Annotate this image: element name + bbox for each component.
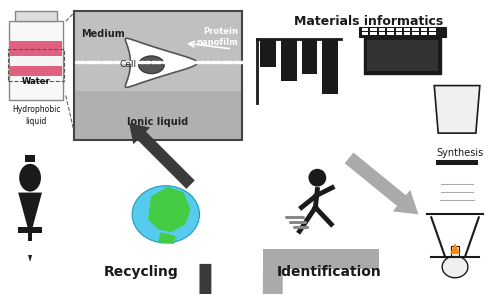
Text: Identification: Identification xyxy=(277,265,382,279)
Bar xyxy=(421,20,428,23)
Bar xyxy=(370,32,377,35)
Bar xyxy=(396,24,402,27)
Bar xyxy=(379,24,385,27)
Bar xyxy=(367,40,438,71)
Bar xyxy=(370,24,377,27)
Polygon shape xyxy=(28,255,32,262)
Text: Medium: Medium xyxy=(82,29,126,39)
FancyArrow shape xyxy=(194,264,218,295)
Bar xyxy=(387,20,394,23)
Bar xyxy=(387,28,394,31)
Bar xyxy=(421,24,428,27)
Bar xyxy=(260,39,276,67)
Bar xyxy=(15,11,57,21)
Text: Water: Water xyxy=(22,77,50,86)
Bar xyxy=(379,20,385,23)
Bar xyxy=(10,21,63,100)
Bar xyxy=(362,24,368,27)
Bar xyxy=(28,227,32,241)
Text: Cell: Cell xyxy=(119,60,136,69)
Bar xyxy=(412,28,419,31)
Bar xyxy=(25,155,35,162)
Bar xyxy=(430,20,436,23)
Text: Protein
nanofilm: Protein nanofilm xyxy=(196,27,238,47)
Bar xyxy=(430,24,436,27)
Bar xyxy=(421,28,428,31)
Bar xyxy=(421,32,428,35)
Bar xyxy=(412,32,419,35)
Polygon shape xyxy=(126,38,198,87)
Bar xyxy=(364,37,441,74)
Bar xyxy=(302,39,318,74)
Bar xyxy=(10,56,62,66)
Ellipse shape xyxy=(442,256,468,278)
Bar xyxy=(430,28,436,31)
Bar xyxy=(362,20,368,23)
Bar xyxy=(404,24,410,27)
Bar xyxy=(379,28,385,31)
Bar xyxy=(370,28,377,31)
Bar xyxy=(387,24,394,27)
Ellipse shape xyxy=(132,186,200,243)
Bar xyxy=(396,32,402,35)
Bar xyxy=(322,39,338,94)
Bar xyxy=(436,160,478,165)
Bar xyxy=(396,28,402,31)
FancyArrow shape xyxy=(258,269,288,295)
Text: Materials informatics: Materials informatics xyxy=(294,15,444,28)
Bar xyxy=(404,28,410,31)
Bar xyxy=(396,20,402,23)
Bar xyxy=(74,11,242,140)
Polygon shape xyxy=(148,187,190,232)
Bar xyxy=(430,32,436,35)
Polygon shape xyxy=(434,86,480,133)
Bar xyxy=(74,91,242,140)
Ellipse shape xyxy=(19,164,41,191)
Bar xyxy=(74,11,242,91)
Bar xyxy=(404,20,410,23)
Polygon shape xyxy=(18,193,42,229)
Bar xyxy=(370,20,377,23)
Bar xyxy=(451,246,459,256)
Bar xyxy=(412,24,419,27)
Bar xyxy=(8,49,64,81)
Bar xyxy=(379,32,385,35)
Text: Synthesis: Synthesis xyxy=(436,148,484,158)
Bar xyxy=(18,227,42,233)
Bar xyxy=(280,39,296,81)
Text: Recycling: Recycling xyxy=(104,265,178,279)
Bar xyxy=(10,41,62,76)
Polygon shape xyxy=(450,243,460,254)
Bar xyxy=(412,20,419,23)
Circle shape xyxy=(308,169,326,187)
Ellipse shape xyxy=(138,56,164,74)
FancyArrow shape xyxy=(344,153,418,214)
FancyArrow shape xyxy=(129,123,195,189)
Polygon shape xyxy=(158,232,176,244)
Bar xyxy=(263,249,379,269)
Bar xyxy=(362,28,368,31)
Bar xyxy=(404,32,410,35)
Text: Hydrophobic
liquid: Hydrophobic liquid xyxy=(12,105,60,126)
Bar xyxy=(359,27,446,37)
Text: Ionic liquid: Ionic liquid xyxy=(128,117,188,127)
Bar xyxy=(362,32,368,35)
Bar xyxy=(387,32,394,35)
